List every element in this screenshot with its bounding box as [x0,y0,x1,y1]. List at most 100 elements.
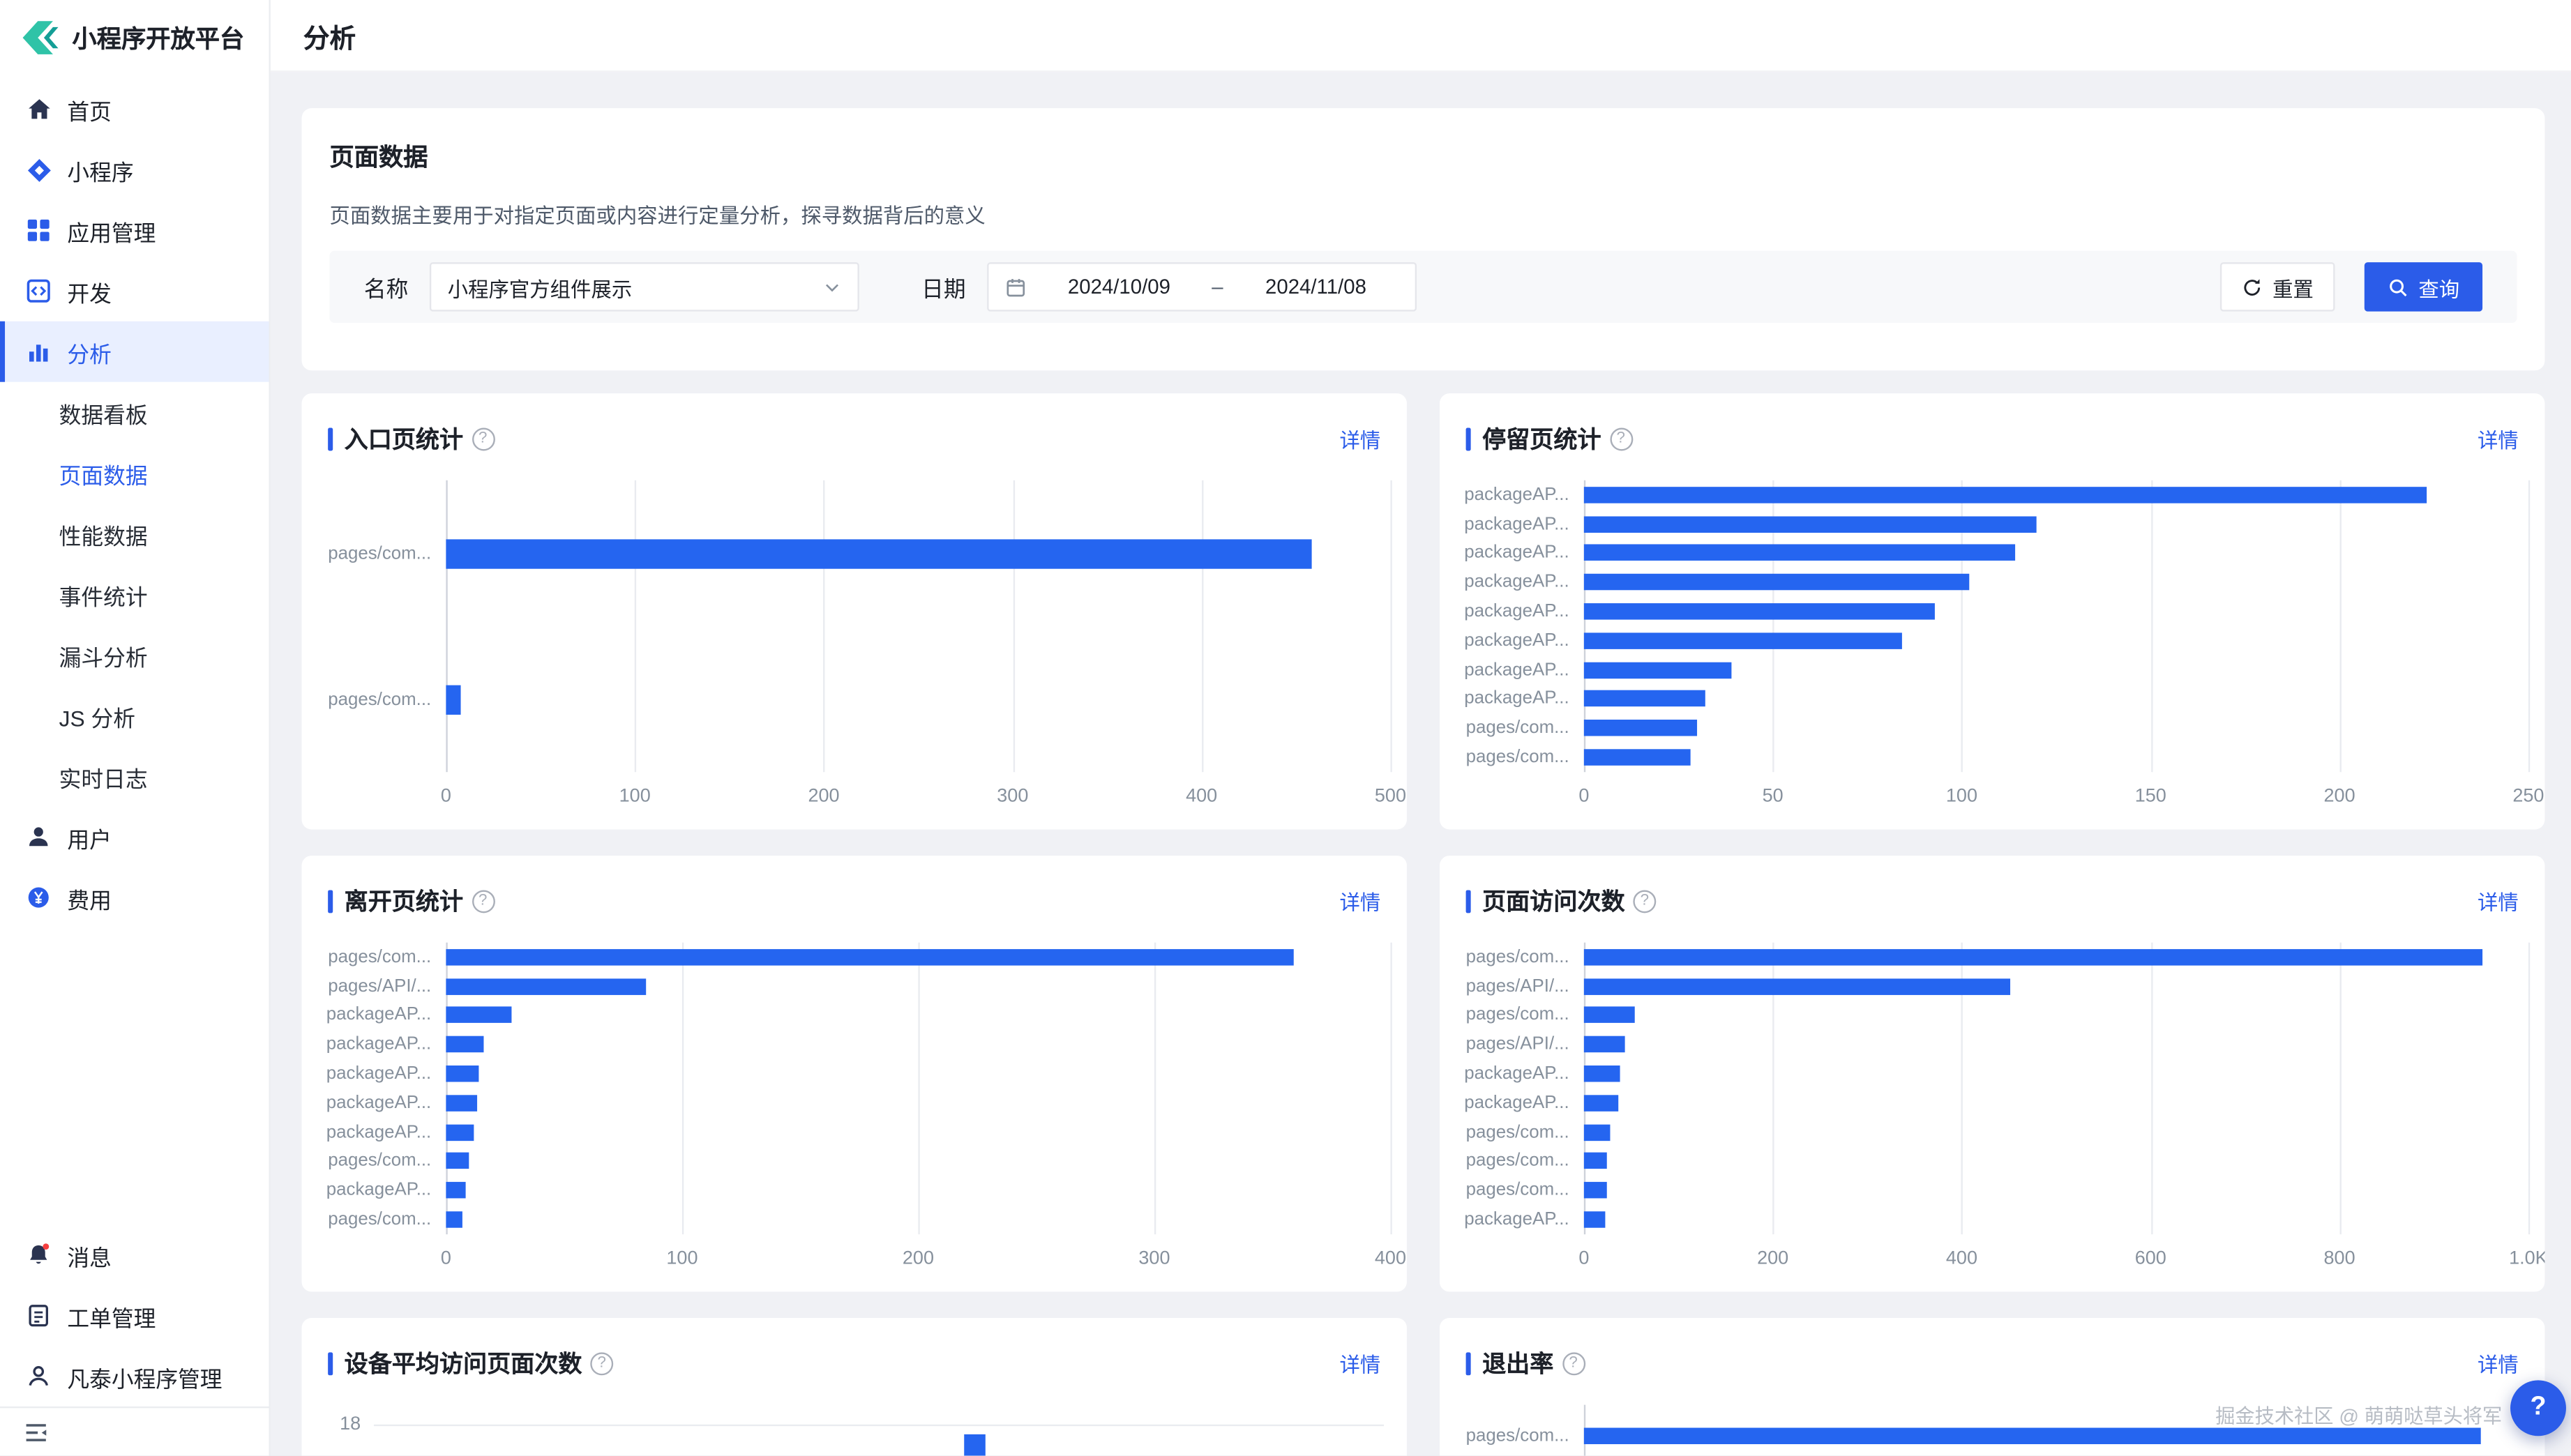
sidebar-subitem-realtime-logs[interactable]: 实时日志 [0,746,269,807]
detail-link[interactable]: 详情 [2477,1353,2519,1377]
sidebar-item-analysis[interactable]: 分析 [0,321,269,382]
sidebar-subitem-performance-data[interactable]: 性能数据 [0,503,269,564]
x-axis-tick: 200 [808,787,840,807]
detail-link[interactable]: 详情 [1339,891,1381,915]
help-fab-button[interactable]: ? [2510,1380,2566,1436]
sidebar-subitem-funnel-analysis[interactable]: 漏斗分析 [0,625,269,685]
y-axis-label: pages/com... [1465,1151,1569,1171]
bar [446,1066,479,1082]
chart-header: 入口页统计 ? 详情 [302,393,1407,464]
help-icon[interactable]: ? [590,1351,614,1375]
gridline [2150,942,2152,1235]
sidebar-subitem-js-analysis[interactable]: JS 分析 [0,685,269,746]
bar [446,1153,470,1170]
y-axis-label: packageAP... [1464,1063,1569,1084]
entry-page-stats-chart: pages/com... pages/com... 0 100 200 300 400 500 [302,464,1407,814]
date-start-value: 2024/10/09 [1067,275,1170,298]
sidebar-item-apps[interactable]: 应用管理 [0,200,269,261]
y-axis-label: pages/com... [328,947,432,967]
query-button[interactable]: 查询 [2364,262,2483,312]
y-axis-label: pages/com... [1463,1450,1584,1455]
x-axis-tick: 800 [2323,1249,2355,1269]
x-axis-tick: 50 [1762,787,1784,807]
help-icon[interactable]: ? [1609,427,1633,450]
reset-button[interactable]: 重置 [2219,262,2335,312]
chart-title: 退出率 [1482,1352,1554,1379]
sidebar-item-users[interactable]: 用户 [0,807,269,867]
sidebar-subitem-label: 性能数据 [59,524,148,549]
bar [1583,1153,1608,1170]
page-data-panel: 页面数据 页面数据主要用于对指定页面或内容进行定量分析，探寻数据背后的意义 名称… [301,108,2545,371]
help-icon[interactable]: ? [1562,1351,1585,1375]
gridline [373,1423,1385,1425]
sidebar-item-label: 消息 [67,1245,112,1270]
y-axis-line [446,942,448,1235]
home-icon [24,95,52,123]
help-icon[interactable]: ? [471,427,495,450]
bar [1583,1036,1625,1053]
query-button-label: 查询 [2418,278,2460,301]
detail-link[interactable]: 详情 [1339,1353,1381,1377]
name-select[interactable]: 小程序官方组件展示 [429,262,859,312]
bar [446,1036,484,1053]
sidebar-subitem-page-data[interactable]: 页面数据 [0,443,269,503]
gridline [2528,942,2531,1235]
x-axis-tick: 400 [1945,1249,1977,1269]
x-axis-tick: 250 [2512,787,2544,807]
detail-link[interactable]: 详情 [1339,429,1381,453]
chart-title: 离开页统计 [344,890,464,917]
bar [1583,1123,1610,1141]
bar [1583,720,1698,737]
app-logo-icon [20,18,59,57]
y-axis-label: packageAP... [1464,660,1569,680]
y-axis-label: packageAP... [326,1122,432,1142]
y-axis-label: packageAP... [1464,1210,1569,1230]
charts-grid: 入口页统计 ? 详情 pages/com... pages/com... 0 100 2… [301,393,2545,1456]
page-header: 分析 [270,0,2571,73]
bar [1583,545,2015,562]
sidebar-subitem-label: JS 分析 [59,706,135,731]
y-axis-label: pages/com... [1465,947,1569,967]
gridline [824,480,826,773]
y-axis-label: pages/com... [328,689,432,709]
sidebar-item-messages[interactable]: 消息 [0,1224,269,1285]
sidebar-subitem-event-stats[interactable]: 事件统计 [0,564,269,625]
exit-page-stats-chart: pages/com... pages/API/... packageAP... pac… [302,926,1407,1277]
sidebar-item-label: 小程序 [67,160,134,185]
sidebar-item-tickets[interactable]: 工单管理 [0,1285,269,1346]
title-accent-bar [328,427,333,450]
clipboard-icon [24,1302,52,1330]
person-outline-icon [24,1362,52,1390]
sidebar-item-label: 费用 [67,887,112,913]
bar [1583,1182,1607,1199]
title-accent-bar [1465,1351,1471,1375]
x-axis-tick: 0 [1578,1249,1590,1269]
y-axis-label: packageAP... [1464,514,1569,534]
sidebar-item-fee[interactable]: 费用 [0,867,269,928]
sidebar-item-label: 工单管理 [67,1305,156,1330]
help-icon[interactable]: ? [1633,889,1657,913]
sidebar-item-label: 凡泰小程序管理 [67,1366,223,1391]
sidebar-item-miniapp[interactable]: 小程序 [0,139,269,200]
panel-subtitle: 页面数据主要用于对指定页面或内容进行定量分析，探寻数据背后的意义 [329,204,986,228]
sidebar-item-home[interactable]: 首页 [0,79,269,139]
chart-header: 设备平均访问页面次数 ? 详情 [302,1318,1407,1388]
collapse-sidebar-icon[interactable] [23,1419,50,1446]
sidebar-subitem-label: 事件统计 [59,584,148,609]
sidebar-subitem-data-dashboard[interactable]: 数据看板 [0,382,269,443]
x-axis-tick: 100 [666,1249,698,1269]
date-range-picker[interactable]: 2024/10/09 – 2024/11/08 [987,262,1417,312]
y-axis-label: pages/com... [1465,1006,1569,1026]
x-axis-tick: 400 [1374,1249,1407,1269]
sidebar-item-fanti-admin[interactable]: 凡泰小程序管理 [0,1346,269,1406]
device-avg-visits-card: 设备平均访问页面次数 ? 详情 18 [301,1318,1407,1456]
detail-link[interactable]: 详情 [2477,891,2519,915]
bar [1583,515,2037,533]
bar [446,1211,463,1228]
x-axis-tick: 200 [1757,1249,1789,1269]
sidebar-item-dev[interactable]: 开发 [0,261,269,321]
detail-link[interactable]: 详情 [2477,429,2519,453]
help-icon[interactable]: ? [471,889,495,913]
bar [1583,749,1690,766]
